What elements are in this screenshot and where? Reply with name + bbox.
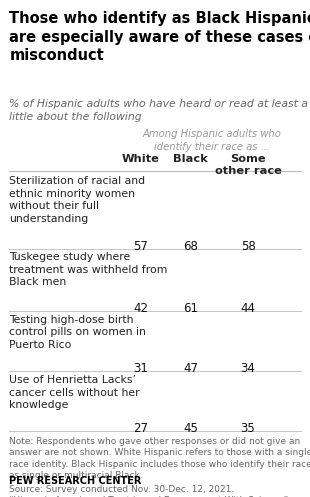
Text: White: White xyxy=(122,154,160,164)
Text: 45: 45 xyxy=(183,422,198,435)
Text: 34: 34 xyxy=(241,362,255,375)
Text: 58: 58 xyxy=(241,240,255,252)
Text: Black: Black xyxy=(173,154,208,164)
Text: 35: 35 xyxy=(241,422,255,435)
Text: Some
other race: Some other race xyxy=(215,154,281,175)
Text: Those who identify as Black Hispanic
are especially aware of these cases of
misc: Those who identify as Black Hispanic are… xyxy=(9,11,310,63)
Text: Use of Henrietta Lacks’
cancer cells without her
knowledge: Use of Henrietta Lacks’ cancer cells wit… xyxy=(9,375,140,410)
Text: PEW RESEARCH CENTER: PEW RESEARCH CENTER xyxy=(9,476,142,486)
Text: Source: Survey conducted Nov. 30-Dec. 12, 2021.
“Hispanic Americans’ Trust in an: Source: Survey conducted Nov. 30-Dec. 12… xyxy=(9,485,288,497)
Text: Note: Respondents who gave other responses or did not give an
answer are not sho: Note: Respondents who gave other respons… xyxy=(9,437,310,480)
Text: Testing high-dose birth
control pills on women in
Puerto Rico: Testing high-dose birth control pills on… xyxy=(9,315,146,350)
Text: 44: 44 xyxy=(241,302,255,315)
Text: 42: 42 xyxy=(134,302,148,315)
Text: 68: 68 xyxy=(183,240,198,252)
Text: Sterilization of racial and
ethnic minority women
without their full
understandi: Sterilization of racial and ethnic minor… xyxy=(9,176,145,224)
Text: Tuskegee study where
treatment was withheld from
Black men: Tuskegee study where treatment was withh… xyxy=(9,252,168,287)
Text: 61: 61 xyxy=(183,302,198,315)
Text: 27: 27 xyxy=(134,422,148,435)
Text: 31: 31 xyxy=(134,362,148,375)
Text: % of Hispanic adults who have heard or read at least a
little about the followin: % of Hispanic adults who have heard or r… xyxy=(9,99,308,122)
Text: 57: 57 xyxy=(134,240,148,252)
Text: 47: 47 xyxy=(183,362,198,375)
Text: Among Hispanic adults who
identify their race as ...: Among Hispanic adults who identify their… xyxy=(143,129,282,152)
